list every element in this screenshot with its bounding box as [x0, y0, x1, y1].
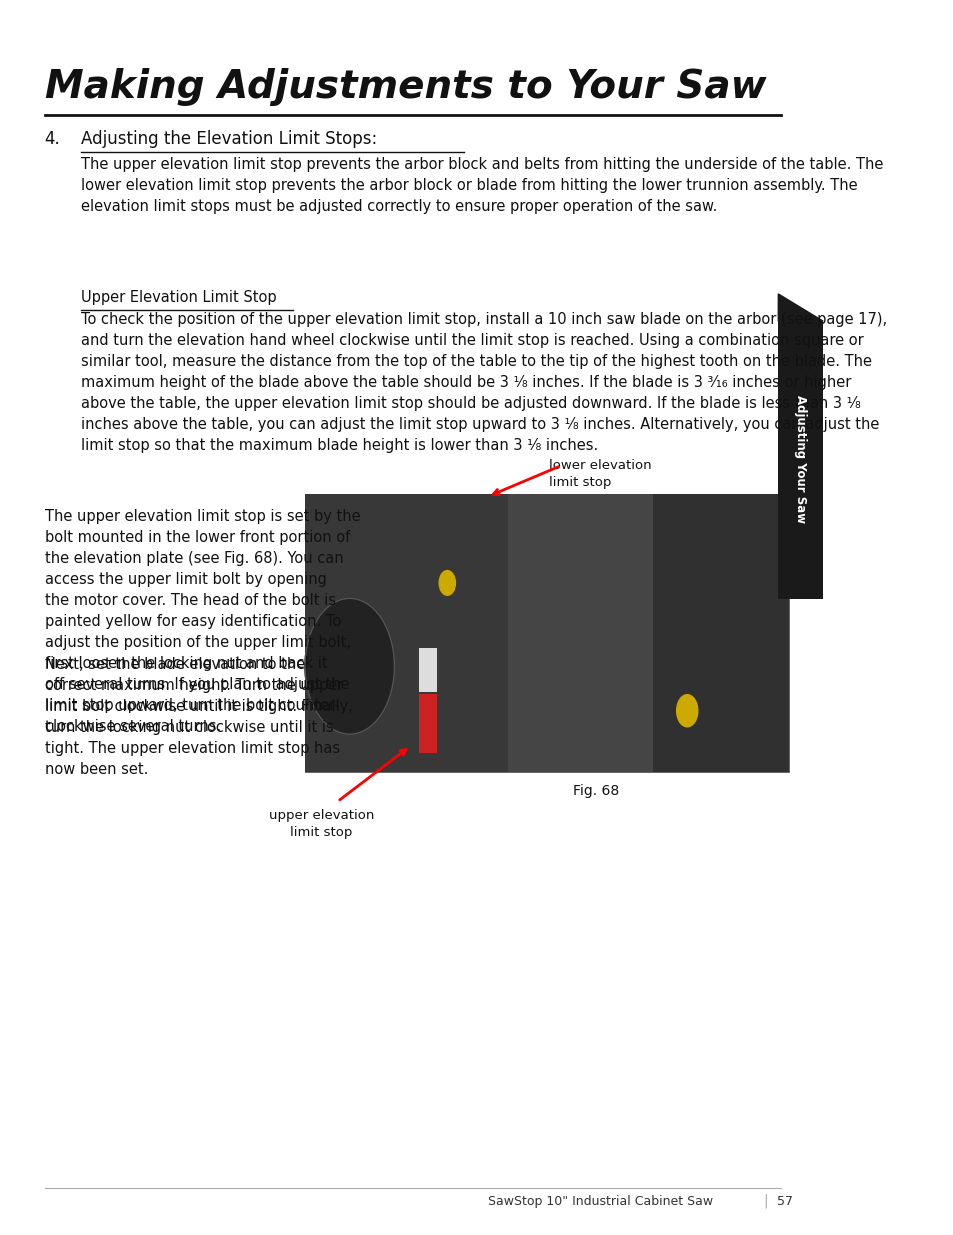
Circle shape — [676, 695, 697, 726]
Bar — [305, 494, 508, 772]
Text: Making Adjustments to Your Saw: Making Adjustments to Your Saw — [45, 68, 765, 106]
Text: Adjusting Your Saw: Adjusting Your Saw — [793, 395, 806, 524]
Text: lower elevation
limit stop: lower elevation limit stop — [548, 459, 651, 489]
Bar — [418, 694, 436, 753]
Text: The upper elevation limit stop prevents the arbor block and belts from hitting t: The upper elevation limit stop prevents … — [81, 157, 882, 214]
Text: Fig. 68: Fig. 68 — [573, 784, 618, 798]
Text: To check the position of the upper elevation limit stop, install a 10 inch saw b: To check the position of the upper eleva… — [81, 312, 886, 453]
Text: 57: 57 — [776, 1194, 792, 1208]
Bar — [778, 321, 822, 599]
Text: Next, set the blade elevation to the
correct maximum height. Turn the upper
limi: Next, set the blade elevation to the cor… — [45, 657, 353, 777]
Text: Upper Elevation Limit Stop: Upper Elevation Limit Stop — [81, 290, 276, 305]
Text: The upper elevation limit stop is set by the
bolt mounted in the lower front por: The upper elevation limit stop is set by… — [45, 509, 360, 734]
Polygon shape — [778, 294, 822, 321]
Bar — [508, 494, 653, 772]
Text: SawStop 10" Industrial Cabinet Saw: SawStop 10" Industrial Cabinet Saw — [488, 1194, 712, 1208]
Bar — [305, 494, 788, 772]
Text: 4.: 4. — [45, 130, 60, 148]
Text: upper elevation
limit stop: upper elevation limit stop — [269, 809, 374, 839]
Text: |: | — [762, 1193, 766, 1208]
Text: Adjusting the Elevation Limit Stops:: Adjusting the Elevation Limit Stops: — [81, 130, 377, 148]
Circle shape — [305, 599, 394, 734]
Bar — [418, 648, 436, 692]
Circle shape — [438, 571, 455, 595]
Bar — [653, 494, 788, 772]
